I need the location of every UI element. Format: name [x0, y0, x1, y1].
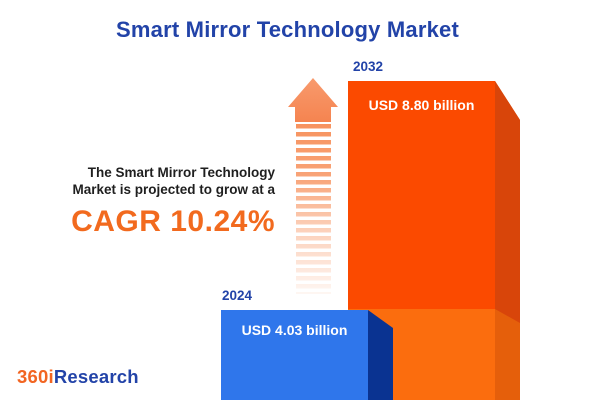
bar-2032-value-label: USD 8.80 billion	[368, 97, 475, 113]
bar-2032-front-upper	[348, 81, 495, 309]
bar-2032-side	[495, 81, 520, 400]
bar-2024-value-label: USD 4.03 billion	[241, 322, 348, 338]
growth-arrow-icon	[288, 78, 338, 122]
bar-2024-front	[221, 310, 368, 400]
growth-arrow-tail	[296, 124, 331, 294]
logo-suffix: Research	[53, 366, 139, 387]
bar-year-label-2024: 2024	[222, 288, 253, 303]
page-title: Smart Mirror Technology Market	[116, 17, 459, 42]
company-logo: 360iResearch	[17, 366, 139, 388]
bar-2032-side-upper	[495, 81, 520, 323]
annotation-line-1: The Smart Mirror Technology	[87, 165, 275, 180]
logo-prefix: 360i	[17, 366, 54, 387]
annotation-block: The Smart Mirror Technology Market is pr…	[20, 165, 275, 239]
bar-year-label-2032: 2032	[353, 59, 384, 74]
annotation-line-2: Market is projected to grow at a	[72, 181, 275, 197]
cagr-value: CAGR 10.24%	[71, 205, 275, 238]
